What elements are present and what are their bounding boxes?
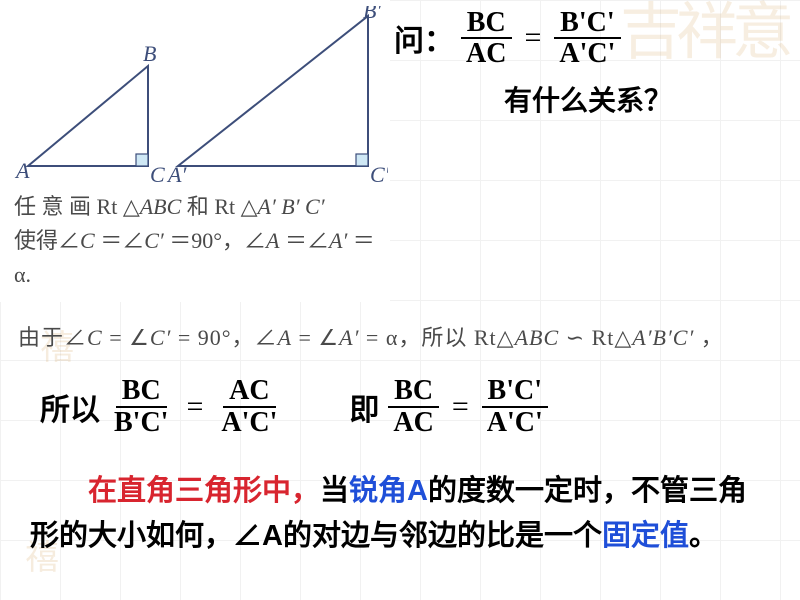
- fraction-a1: BC B'C': [108, 376, 174, 437]
- t: Rt: [97, 194, 118, 219]
- question-equation: 问： BC AC = B'C' A'C': [394, 8, 792, 69]
- t: ，: [701, 325, 724, 350]
- t: A′: [329, 228, 347, 253]
- label-wen: 问：: [394, 16, 454, 60]
- t: A′B′C′: [632, 325, 694, 350]
- question-block: 问： BC AC = B'C' A'C' 有什么关系？: [390, 0, 800, 119]
- t: C: [87, 325, 103, 350]
- top-row: A B C A′ B′ C′ 任 意 画 Rt △ABC 和 Rt: [0, 0, 800, 302]
- conclusion-blue-1: 锐角A: [349, 475, 428, 507]
- t: = 90°，∠: [178, 325, 278, 350]
- t: 和: [187, 194, 215, 219]
- label-C: C: [150, 162, 165, 186]
- t: ABC: [515, 325, 560, 350]
- t: 由于∠: [18, 325, 87, 350]
- t: = ∠: [109, 325, 150, 350]
- question-tail: 有什么关系？: [394, 79, 792, 119]
- den: AC: [460, 39, 512, 68]
- num: B'C': [482, 376, 548, 407]
- t: ＝∠: [100, 228, 144, 253]
- num: AC: [223, 376, 275, 407]
- label-A: A: [14, 158, 30, 183]
- den: AC: [387, 408, 439, 437]
- fraction-a2: AC A'C': [215, 376, 283, 437]
- t: C′: [150, 325, 172, 350]
- conclusion-text: 在直角三角形中，当锐角A的度数一定时，不管三角形的大小如何，∠A的对边与邻边的比…: [0, 443, 800, 559]
- t: A′ B′ C′: [258, 194, 325, 219]
- triangles-diagram: A B C A′ B′ C′: [8, 6, 386, 186]
- num: BC: [461, 8, 512, 39]
- t: = α，所以 Rt△: [366, 325, 515, 350]
- t: ＝∠: [285, 228, 329, 253]
- t: C: [80, 228, 95, 253]
- derived-equations: 所以 BC B'C' = AC A'C' 即 BC AC = B'C' A'C': [0, 358, 800, 443]
- t: Rt△: [592, 325, 633, 350]
- conclusion-red: 在直角三角形中，: [88, 475, 320, 507]
- num: B'C': [554, 8, 620, 39]
- t: △: [123, 194, 140, 219]
- fraction-b1: BC AC: [387, 376, 439, 437]
- reasoning-line: 由于∠C = ∠C′ = 90°，∠A = ∠A′ = α，所以 Rt△ABC …: [0, 302, 800, 358]
- equals-sign: =: [524, 21, 541, 55]
- label-B: B: [143, 41, 156, 66]
- similar-symbol: ∽: [566, 325, 585, 350]
- den: A'C': [481, 408, 549, 437]
- den: A'C': [215, 408, 283, 437]
- label-ie: 即: [349, 385, 379, 429]
- label-Bp: B′: [363, 6, 382, 23]
- t: A′: [339, 325, 359, 350]
- diagram-block: A B C A′ B′ C′ 任 意 画 Rt △ABC 和 Rt: [0, 0, 390, 302]
- num: BC: [116, 376, 167, 407]
- label-Ap: A′: [166, 162, 187, 186]
- equals-sign: =: [452, 390, 469, 424]
- page-content: A B C A′ B′ C′ 任 意 画 Rt △ABC 和 Rt: [0, 0, 800, 559]
- t: 。: [689, 520, 718, 552]
- num: BC: [388, 376, 439, 407]
- t: 使得∠: [14, 228, 80, 253]
- fraction-1: BC AC: [460, 8, 512, 69]
- t: C′: [144, 228, 164, 253]
- t: 任 意 画: [14, 194, 97, 219]
- label-so: 所以: [40, 385, 100, 429]
- t: = ∠: [299, 325, 340, 350]
- t: ＝90°，∠: [169, 228, 266, 253]
- fraction-b2: B'C' A'C': [481, 376, 549, 437]
- den: B'C': [108, 408, 174, 437]
- t: △: [241, 194, 258, 219]
- problem-statement: 任 意 画 Rt △ABC 和 Rt △A′ B′ C′ 使得∠C ＝∠C′ ＝…: [8, 186, 386, 294]
- t: A: [278, 325, 292, 350]
- fraction-2: B'C' A'C': [553, 8, 621, 69]
- conclusion-blue-2: 固定值: [602, 520, 689, 552]
- den: A'C': [553, 39, 621, 68]
- t: ABC: [140, 194, 182, 219]
- t: A: [266, 228, 279, 253]
- equals-sign: =: [186, 390, 203, 424]
- t: 当: [320, 475, 349, 507]
- t: Rt: [214, 194, 235, 219]
- label-Cp: C′: [370, 162, 388, 186]
